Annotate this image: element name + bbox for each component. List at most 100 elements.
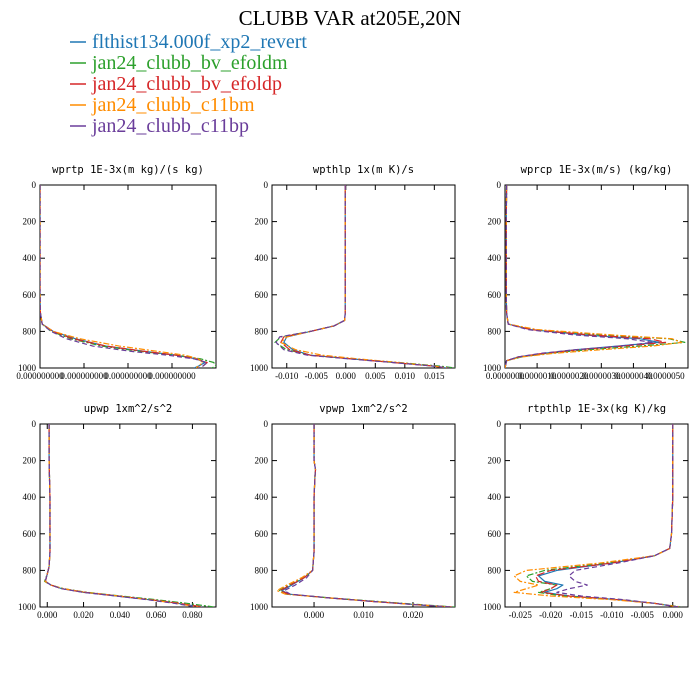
x-tick-label: 0.000 (37, 610, 58, 620)
x-tick-label: 0.080 (182, 610, 203, 620)
y-tick-label: 1000 (18, 602, 37, 612)
y-tick-label: 600 (23, 529, 37, 539)
y-tick-label: 1000 (483, 602, 502, 612)
series-line-5 (40, 185, 208, 368)
panel-title: wprtp 1E-3x(m kg)/(s kg) (52, 164, 204, 176)
plot-frame (504, 423, 689, 608)
x-tick-label: -0.010 (600, 610, 624, 620)
plot-frame (39, 423, 217, 608)
x-tick-label: -0.010 (275, 371, 299, 381)
panel-title: vpwp 1xm^2/s^2 (319, 403, 408, 415)
series-line-5 (44, 424, 197, 607)
y-tick-label: 600 (255, 529, 269, 539)
y-tick-label: 1000 (483, 363, 502, 373)
x-tick-label: 0.015 (424, 371, 445, 381)
y-tick-label: 800 (488, 326, 502, 336)
figure-title: CLUBB VAR at205E,20N (239, 6, 462, 30)
y-tick-label: 0 (264, 419, 269, 429)
y-tick-label: 1000 (18, 363, 37, 373)
y-tick-label: 800 (23, 565, 37, 575)
panel-6: rtpthlp 1E-3x(kg K)/kg02004006008001000-… (483, 403, 689, 620)
x-tick-label: 0.040 (110, 610, 131, 620)
x-tick-label: 0.000 (336, 371, 357, 381)
series-line-4 (44, 424, 198, 607)
panel-title: upwp 1xm^2/s^2 (84, 403, 173, 415)
x-tick-label: 0.010 (395, 371, 416, 381)
x-tick-label: 0.0000000 (486, 371, 525, 381)
y-tick-label: 400 (23, 253, 37, 263)
series-line-3 (534, 424, 679, 607)
legend-entry: jan24_clubb_bv_efoldp (70, 73, 282, 95)
y-tick-label: 200 (255, 217, 269, 227)
series-line-5 (283, 424, 451, 607)
x-tick-label: 0.0000020 (550, 371, 589, 381)
series-line-4 (280, 185, 450, 368)
x-tick-label: 0.0000050 (646, 371, 685, 381)
legend-label: jan24_clubb_c11bm (91, 94, 255, 116)
y-tick-label: 600 (488, 529, 502, 539)
series-line-2 (40, 185, 216, 368)
y-tick-label: 1000 (250, 602, 269, 612)
x-tick-label: -0.005 (631, 610, 655, 620)
series-line-5 (505, 185, 654, 368)
y-tick-label: 200 (23, 456, 37, 466)
y-tick-label: 600 (255, 290, 269, 300)
y-tick-label: 400 (488, 492, 502, 502)
legend-entry: jan24_clubb_c11bm (70, 94, 255, 116)
y-tick-label: 600 (23, 290, 37, 300)
x-tick-label: 0.020 (73, 610, 94, 620)
y-tick-label: 800 (255, 565, 269, 575)
panel-title: rtpthlp 1E-3x(kg K)/kg (527, 403, 666, 415)
x-tick-label: 0.0000030 (582, 371, 621, 381)
legend-label: jan24_clubb_bv_efoldm (91, 52, 288, 74)
y-tick-label: 800 (488, 565, 502, 575)
panel-2: wpthlp 1x(m K)/s 0 200 400 600 800 1000 -0.010-… (250, 164, 456, 381)
y-tick-label: 200 (23, 217, 37, 227)
y-tick-label: 0 (32, 419, 37, 429)
y-tick-label: 1000 (250, 363, 269, 373)
x-tick-label: 0.000000000 (60, 371, 108, 381)
legend-entry: jan24_clubb_c11bp (70, 115, 249, 137)
series-line-4 (505, 185, 683, 368)
legend-entry: flthist134.000f_xp2_revert (70, 31, 307, 53)
x-tick-label: 0.0000040 (614, 371, 653, 381)
y-tick-label: 0 (497, 180, 502, 190)
x-tick-label: 0.000000000 (16, 371, 64, 381)
y-tick-label: 0 (497, 419, 502, 429)
panel-1: wprtp 1E-3x(m kg)/(s kg) 0 200 400 600 800 100… (16, 164, 217, 381)
x-tick-label: 0.0000010 (518, 371, 557, 381)
legend-label: jan24_clubb_bv_efoldp (91, 73, 282, 95)
legend-label: jan24_clubb_c11bp (91, 115, 249, 137)
plot-frame (271, 184, 456, 369)
y-tick-label: 200 (488, 217, 502, 227)
x-tick-label: 0.000000000 (148, 371, 196, 381)
panel-title: wprcp 1E-3x(m/s) (kg/kg) (521, 164, 673, 176)
y-tick-label: 200 (488, 456, 502, 466)
y-tick-label: 400 (488, 253, 502, 263)
x-tick-label: 0.000 (304, 610, 325, 620)
legend-label: flthist134.000f_xp2_revert (92, 31, 307, 53)
panels: wprtp 1E-3x(m kg)/(s kg) 0 200 400 600 800 100… (16, 164, 689, 620)
legend-entry: jan24_clubb_bv_efoldm (70, 52, 288, 74)
x-tick-label: -0.005 (305, 371, 329, 381)
x-tick-label: 0.005 (365, 371, 386, 381)
y-tick-label: 400 (255, 253, 269, 263)
x-tick-label: -0.020 (539, 610, 563, 620)
y-tick-label: 200 (255, 456, 269, 466)
y-tick-label: 400 (255, 492, 269, 502)
x-tick-label: -0.025 (509, 610, 533, 620)
y-tick-label: 800 (23, 326, 37, 336)
y-tick-label: 400 (23, 492, 37, 502)
series-line-5 (556, 424, 679, 607)
x-tick-label: -0.015 (570, 610, 594, 620)
y-tick-label: 800 (255, 326, 269, 336)
legend: flthist134.000f_xp2_revertjan24_clubb_bv… (70, 31, 307, 137)
y-tick-label: 0 (32, 180, 37, 190)
y-tick-label: 0 (264, 180, 269, 190)
x-tick-label: 0.060 (146, 610, 167, 620)
x-tick-label: 0.000 (663, 610, 684, 620)
panel-title: wpthlp 1x(m K)/s (313, 164, 414, 176)
